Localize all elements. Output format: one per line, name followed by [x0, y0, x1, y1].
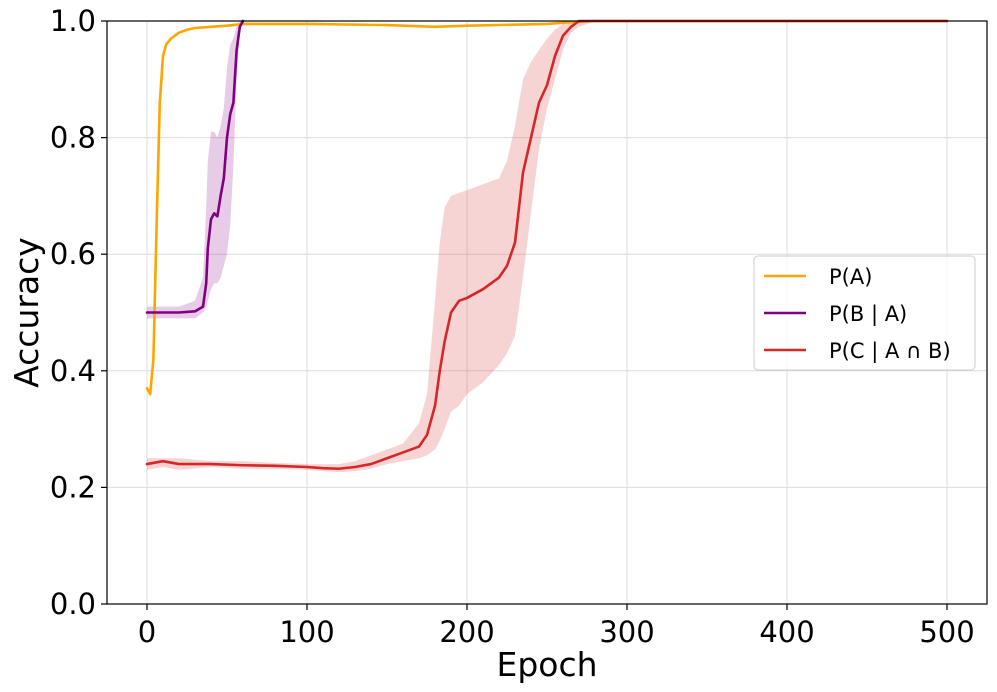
y-tick-label: 1.0	[50, 4, 96, 38]
x-tick-label: 400	[759, 615, 814, 649]
y-tick-label: 0.8	[50, 121, 96, 155]
x-tick-label: 300	[599, 615, 654, 649]
legend-label-1: P(B | A)	[829, 302, 907, 327]
legend-label-0: P(A)	[829, 265, 872, 289]
series-line-2	[145, 19, 949, 471]
confidence-bands	[147, 21, 947, 473]
x-tick-label: 0	[138, 615, 156, 649]
axis-ticks: 0 100 200 300 400 500 0.0 0.2 0.4 0.6 0.8 1.0	[50, 4, 975, 649]
series-line-0	[145, 19, 949, 396]
y-tick-label: 0.4	[50, 354, 96, 388]
y-tick-label: 0.0	[50, 587, 96, 621]
plot-frame	[106, 20, 988, 605]
x-axis-label: Epoch	[496, 645, 597, 684]
y-tick-label: 0.2	[50, 470, 96, 504]
legend-box	[753, 255, 976, 371]
y-tick-label: 0.6	[50, 237, 96, 271]
x-tick-label: 200	[439, 615, 494, 649]
series-band-1	[147, 21, 243, 319]
series-lines	[145, 19, 949, 471]
x-tick-label: 100	[279, 615, 334, 649]
x-tick-label: 500	[919, 615, 974, 649]
series-line-1	[145, 19, 245, 314]
series-band-2	[147, 21, 947, 473]
legend-label-2: P(C | A ∩ B)	[829, 339, 951, 364]
y-axis-label: Accuracy	[7, 237, 46, 388]
legend: P(A) P(B | A) P(C | A ∩ B)	[753, 255, 976, 371]
